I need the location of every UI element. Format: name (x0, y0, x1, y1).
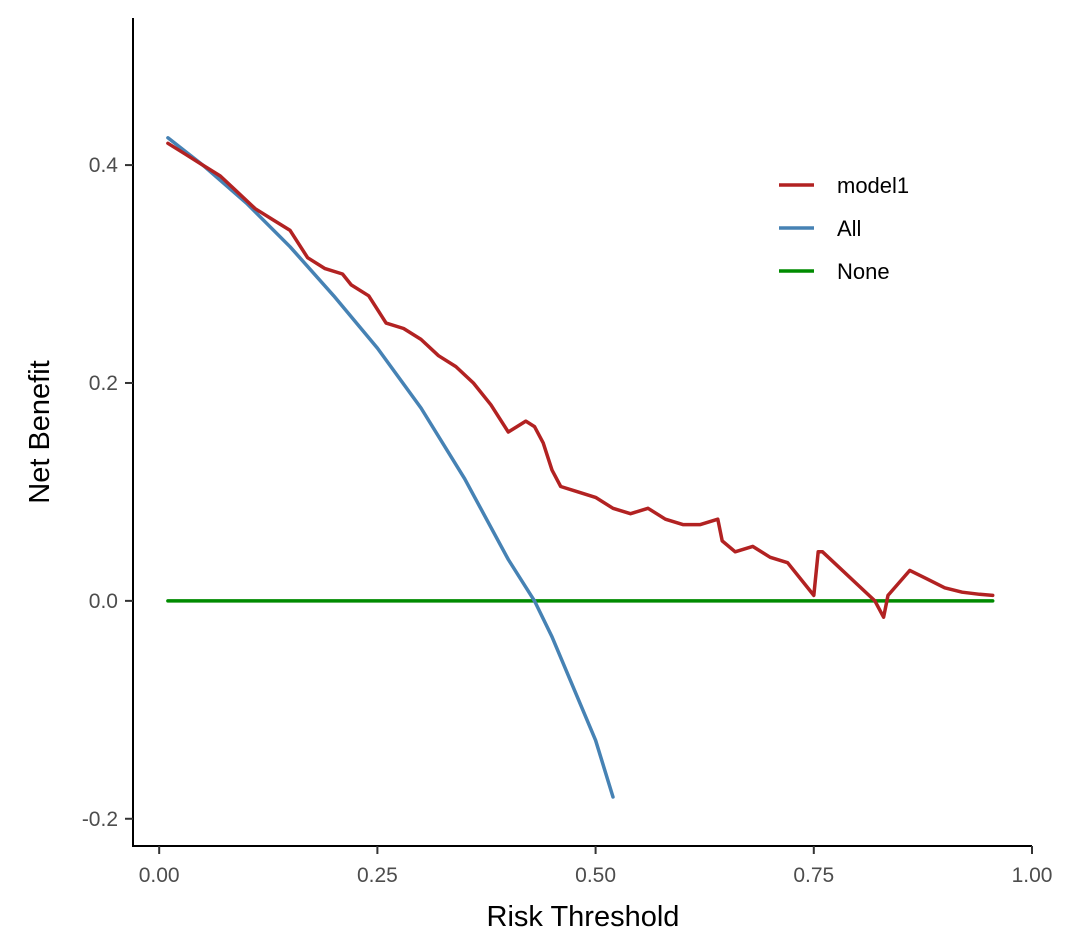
x-tick-label: 0.75 (793, 864, 834, 887)
plot-series (166, 136, 995, 799)
y-tick-label: 0.0 (89, 590, 118, 613)
x-tick-label: 0.50 (575, 864, 616, 887)
legend-label-none: None (837, 259, 890, 284)
y-tick-label: 0.2 (89, 372, 118, 395)
series-line-model1 (166, 141, 995, 619)
x-tick-label: 0.00 (139, 864, 180, 887)
y-axis-title: Net Benefit (24, 360, 56, 503)
x-tick-label: 1.00 (1012, 864, 1053, 887)
x-axis-ticks: 0.00 0.25 0.50 0.75 1.00 (139, 846, 1053, 887)
legend-label-all: All (837, 216, 861, 241)
x-tick-label: 0.25 (357, 864, 398, 887)
y-tick-label: -0.2 (82, 808, 118, 831)
legend-label-model1: model1 (837, 173, 909, 198)
legend: model1 All None (779, 173, 909, 284)
series-line-all (166, 136, 615, 799)
y-axis-ticks: -0.2 0.0 0.2 0.4 (82, 154, 133, 831)
x-axis-title: Risk Threshold (487, 901, 680, 933)
y-tick-label: 0.4 (89, 154, 119, 177)
